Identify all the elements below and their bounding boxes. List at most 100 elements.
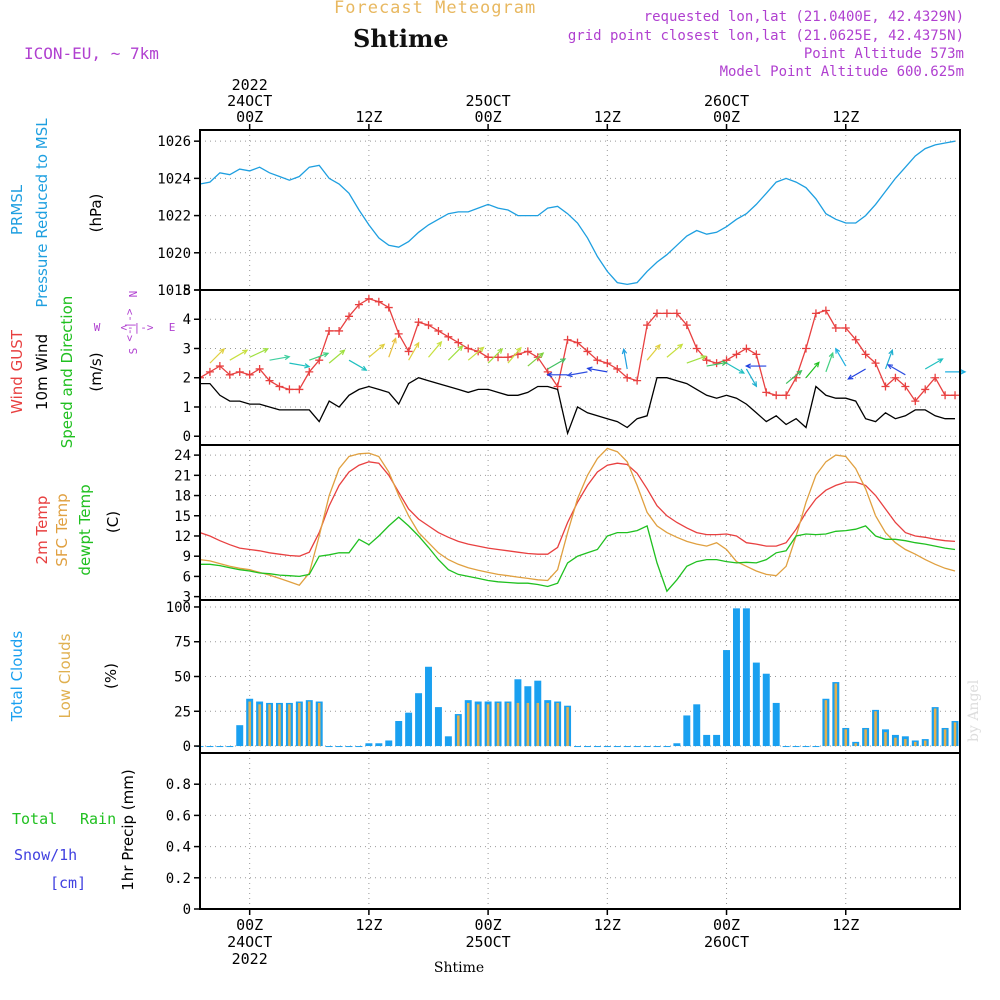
compass-bar-horizontal: <-|-> xyxy=(120,321,153,334)
wind-arrow-shaft xyxy=(289,362,310,368)
panel-frame xyxy=(199,752,961,910)
wind-arrow-head xyxy=(379,343,386,350)
gust-marker xyxy=(613,364,622,373)
x-tick-label-bottom: 12Z xyxy=(832,916,859,934)
wind-arrow-head xyxy=(744,363,752,369)
cloud-label-total: Total Clouds xyxy=(8,631,26,723)
grid-layer xyxy=(200,130,960,910)
y-tick-label: 1020 xyxy=(157,246,191,262)
pressure-label-desc: Pressure Reduced to MSL xyxy=(33,118,51,308)
pressure-line xyxy=(199,140,956,286)
panel-frame xyxy=(199,289,961,446)
wind-label-10m: 10m Wind xyxy=(33,334,51,410)
wind-arrow-shaft xyxy=(447,345,463,361)
wind-arrow xyxy=(924,358,944,370)
low-cloud-bar xyxy=(496,702,500,747)
x-tick-label-bottom: 12Z xyxy=(594,916,621,934)
gust-marker xyxy=(831,324,840,333)
wind-arrow-shaft xyxy=(328,349,345,364)
temp-label-sfc: SFC Temp xyxy=(53,493,71,566)
gust-marker xyxy=(802,344,811,353)
compass-east: E xyxy=(169,321,176,334)
wind-arrow-head xyxy=(751,381,758,388)
low-cloud-bar xyxy=(248,701,251,747)
total-cloud-bar xyxy=(723,650,731,747)
y-tick-label: 0.6 xyxy=(166,808,191,824)
wind-arrow xyxy=(209,347,226,364)
wind-arrow-head xyxy=(284,354,291,361)
gust-marker xyxy=(305,367,314,376)
wind-arrow-head xyxy=(847,374,854,380)
wind-arrow xyxy=(487,347,504,364)
y-tick-label: 4 xyxy=(183,312,191,328)
gust-marker xyxy=(364,294,373,303)
total-cloud-bar xyxy=(603,746,611,748)
total-cloud-bar xyxy=(216,746,224,748)
low-cloud-bar xyxy=(476,704,480,747)
total-cloud-bar xyxy=(732,608,740,747)
y-tick-label: 0.2 xyxy=(166,871,191,887)
gust-marker xyxy=(245,370,254,379)
low-cloud-bar xyxy=(317,702,321,747)
total-cloud-bar xyxy=(713,734,721,747)
total-cloud-bar xyxy=(812,746,820,748)
meteogram-title: Forecast Meteogram xyxy=(334,0,537,18)
total-cloud-bar xyxy=(206,746,214,748)
wind-arrow-shaft xyxy=(269,356,290,361)
x-tick-label-top: 00Z xyxy=(236,108,263,126)
wind-arrow-head xyxy=(721,360,728,366)
total-cloud-bar xyxy=(385,740,393,747)
wind-arrow xyxy=(847,368,866,380)
wind-arrow-head xyxy=(323,352,330,358)
point-altitude: Point Altitude 573m xyxy=(803,46,964,62)
wind-arrow xyxy=(546,372,568,378)
gust-marker xyxy=(354,300,363,309)
low-cloud-bar xyxy=(923,740,927,747)
wind-arrow xyxy=(289,362,311,369)
gust-marker xyxy=(454,338,463,347)
wind-arrow-head xyxy=(339,349,346,356)
total-cloud-bar xyxy=(236,725,244,747)
wind-label-gust: Wind GUST xyxy=(8,329,26,414)
total-cloud-bar xyxy=(792,746,800,748)
gust-marker xyxy=(205,367,214,376)
wind-arrow xyxy=(368,343,386,358)
wind-arrow-shaft xyxy=(884,349,893,370)
precip-legend-snow: Snow/1h xyxy=(14,846,77,864)
wind-arrow-head xyxy=(677,343,684,350)
y-tick-label: 25 xyxy=(174,704,191,720)
gust-marker xyxy=(275,382,284,391)
wind-arrow-shaft xyxy=(686,355,706,364)
gust-marker xyxy=(742,344,751,353)
x-tick-label-bottom: 26OCT xyxy=(704,933,749,951)
wind-arrow xyxy=(566,371,588,378)
low-cloud-bar xyxy=(864,729,867,747)
y-tick-label: 0.4 xyxy=(166,840,191,856)
gust-marker xyxy=(295,385,304,394)
wind-arrow-head xyxy=(361,365,368,371)
x-tick-label-top: 2022 xyxy=(232,76,268,94)
gust-line xyxy=(199,298,955,403)
gust-marker xyxy=(503,353,512,362)
gust-marker xyxy=(414,318,423,327)
y-tick-label: 100 xyxy=(166,600,191,616)
wind-speed-line xyxy=(200,376,955,436)
wind-arrow xyxy=(388,337,397,358)
total-cloud-bar xyxy=(752,662,760,747)
wind-arrow-shaft xyxy=(507,347,522,364)
wind-arrow xyxy=(249,348,270,358)
wind-label-direction: Speed and Direction xyxy=(58,296,76,449)
total-cloud-bar xyxy=(335,746,343,748)
x-tick-label-top: 00Z xyxy=(713,108,740,126)
wind-arrow-head xyxy=(937,358,944,364)
total-cloud-bar xyxy=(693,704,701,747)
cloud-label-unit: (%) xyxy=(102,663,120,689)
gust-marker xyxy=(931,373,940,382)
x-axis-label: Shtime xyxy=(434,960,484,976)
temp-label-dewpt: dewpt Temp xyxy=(76,484,94,575)
wind-arrow-head xyxy=(886,364,894,370)
x-tick-label-top: 25OCT xyxy=(466,92,511,110)
wind-arrow-shaft xyxy=(805,362,820,379)
wind-arrow-head xyxy=(960,369,967,375)
gust-marker xyxy=(603,359,612,368)
